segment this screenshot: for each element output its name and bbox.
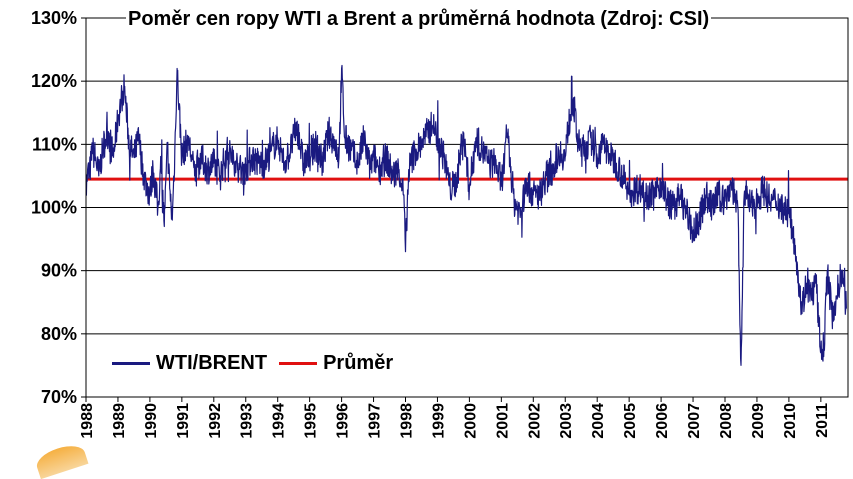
x-tick-label: 2011 bbox=[814, 403, 831, 438]
x-tick-label: 1994 bbox=[271, 403, 288, 439]
x-tick-label: 2007 bbox=[686, 403, 703, 439]
legend-item-average: Průměr bbox=[279, 352, 393, 375]
x-axis: 1988 1989 1990 1991 1992 1993 1994 1995 1996 1997… bbox=[79, 397, 831, 439]
chart: 70%80%90%100%110%120%130% 1988 1989 1990 19… bbox=[31, 8, 849, 439]
x-tick-label: 1996 bbox=[335, 403, 352, 439]
x-tick-label: 2008 bbox=[718, 403, 735, 439]
y-tick-label: 90% bbox=[41, 261, 77, 281]
chart-title: Poměr cen ropy WTI a Brent a průměrná ho… bbox=[126, 8, 712, 31]
x-tick-label: 2004 bbox=[590, 403, 607, 439]
y-tick-label: 130% bbox=[31, 8, 77, 28]
y-tick-label: 120% bbox=[31, 71, 77, 91]
x-tick-label: 2005 bbox=[622, 403, 639, 439]
y-tick-label: 110% bbox=[32, 134, 77, 154]
y-tick-label: 70% bbox=[41, 387, 77, 407]
legend-label-wti-brent: WTI/BRENT bbox=[156, 352, 268, 374]
x-tick-label: 1990 bbox=[143, 403, 160, 439]
x-tick-label: 2009 bbox=[750, 403, 767, 439]
series-wti-brent bbox=[85, 64, 847, 366]
series-line-wti-brent bbox=[85, 64, 847, 366]
grid bbox=[86, 17, 848, 398]
x-tick-label: 1999 bbox=[430, 403, 447, 439]
x-tick-label: 2010 bbox=[782, 403, 799, 439]
x-tick-label: 1988 bbox=[79, 403, 96, 439]
x-tick-label: 1997 bbox=[367, 403, 384, 439]
x-tick-label: 2003 bbox=[558, 403, 575, 439]
x-tick-label: 1995 bbox=[303, 403, 320, 439]
x-tick-label: 2000 bbox=[462, 403, 479, 439]
legend-item-wti-brent: WTI/BRENT bbox=[112, 352, 267, 375]
x-tick-label: 1992 bbox=[207, 403, 224, 439]
y-tick-label: 100% bbox=[31, 198, 77, 218]
y-axis: 70% 80% 90% 100% 110% 120% 130% bbox=[31, 8, 86, 407]
legend: WTI/BRENT Průměr bbox=[112, 352, 405, 375]
x-tick-label: 1993 bbox=[239, 403, 256, 439]
legend-swatch-wti-brent bbox=[112, 362, 150, 365]
x-tick-label: 2006 bbox=[654, 403, 671, 439]
y-tick-label: 80% bbox=[41, 324, 77, 344]
x-tick-label: 1991 bbox=[175, 403, 192, 439]
x-tick-label: 2002 bbox=[526, 403, 543, 439]
x-tick-label: 1998 bbox=[398, 403, 415, 439]
legend-swatch-average bbox=[279, 362, 318, 365]
x-tick-label: 2001 bbox=[494, 403, 511, 439]
x-tick-label: 1989 bbox=[111, 403, 128, 439]
legend-label-average: Průměr bbox=[323, 352, 394, 374]
